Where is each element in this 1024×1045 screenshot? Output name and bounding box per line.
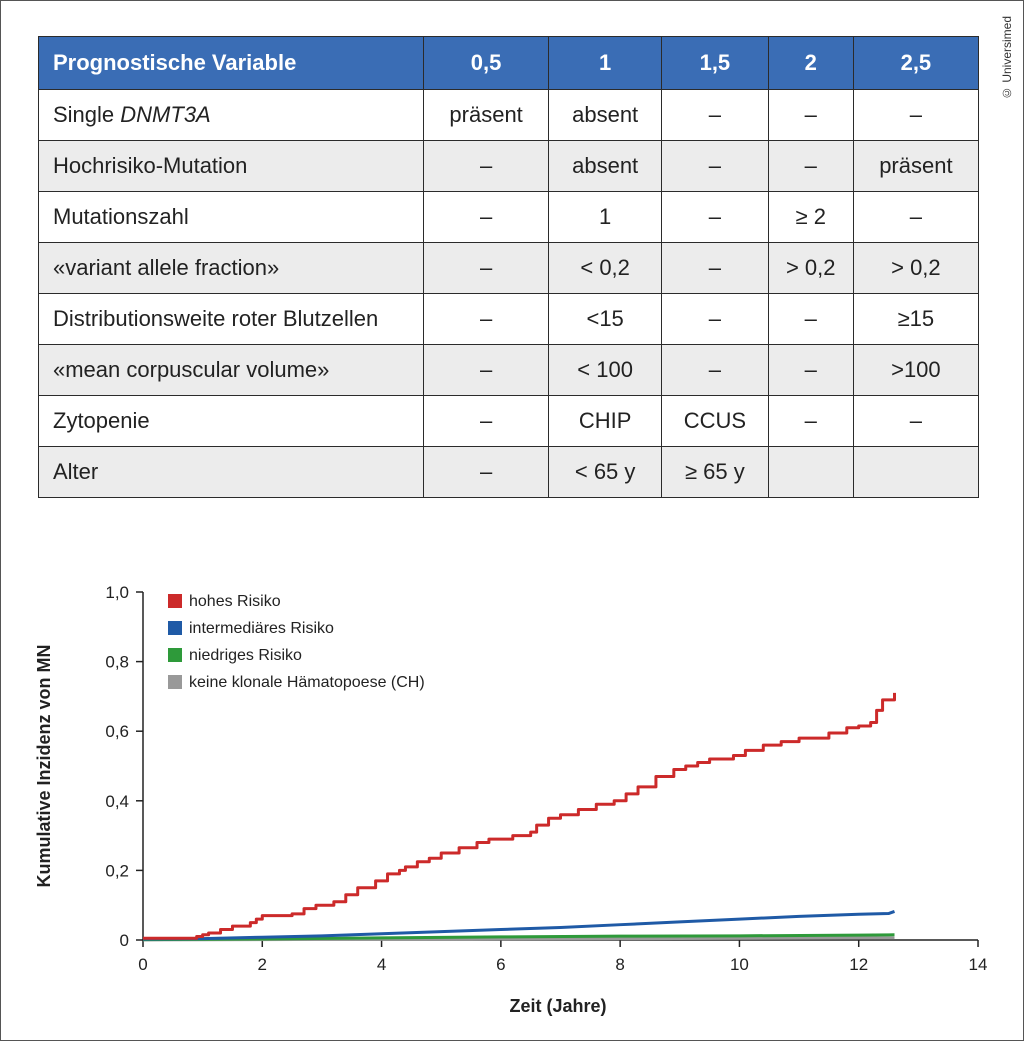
header-score: 2 (767, 36, 854, 90)
table-cell: präsent (852, 140, 980, 192)
axes (142, 592, 978, 941)
table-row: Zytopenie – CHIP CCUS – – (38, 395, 980, 447)
row-label: Single DNMT3A (38, 89, 424, 141)
table-cell: – (422, 140, 550, 192)
y-axis-label: Kumulative Inzidenz von MN (34, 644, 54, 887)
header-score: 1 (548, 36, 663, 90)
y-tick-label: 0,2 (105, 861, 129, 880)
y-tick-label: 0,6 (105, 722, 129, 741)
table-cell: ≥15 (852, 293, 980, 345)
legend-swatch (168, 648, 182, 662)
table-cell: – (661, 191, 769, 243)
legend-label: hohes Risiko (189, 593, 281, 610)
series-line (142, 910, 895, 941)
table-cell: – (422, 446, 550, 498)
table-cell: <15 (548, 293, 663, 345)
table-cell: ≥ 2 (767, 191, 854, 243)
legend: hohes Risiko intermediäres Risiko niedrige… (168, 593, 425, 691)
table-cell: < 100 (548, 344, 663, 396)
prognostic-score-table: Prognostische Variable 0,5 1 1,5 2 2,5 S… (38, 36, 980, 498)
table-cell: > 0,2 (852, 242, 980, 294)
table-cell: – (852, 191, 980, 243)
header-score: 2,5 (852, 36, 980, 90)
table-cell: 1 (548, 191, 663, 243)
legend-swatch (168, 621, 182, 635)
table-cell: – (767, 293, 854, 345)
table-row: Alter – < 65 y ≥ 65 y (38, 446, 980, 498)
x-tick-label: 14 (969, 955, 988, 974)
table-cell: – (767, 344, 854, 396)
table-cell: CCUS (661, 395, 769, 447)
x-tick-label: 6 (496, 955, 505, 974)
y-tick-label: 0,8 (105, 653, 129, 672)
table-cell: – (767, 140, 854, 192)
x-tick-label: 4 (377, 955, 386, 974)
y-tick-label: 1,0 (105, 583, 129, 602)
row-label: Alter (38, 446, 424, 498)
table-cell: – (422, 344, 550, 396)
series-line (143, 692, 896, 940)
table-cell: absent (548, 89, 663, 141)
table-header-row: Prognostische Variable 0,5 1 1,5 2 2,5 (38, 36, 980, 90)
table-row: «mean corpuscular volume» – < 100 – – >1… (38, 344, 980, 396)
table-cell: – (661, 89, 769, 141)
row-label: «variant allele fraction» (38, 242, 424, 294)
x-tick-label: 8 (615, 955, 624, 974)
table-cell: < 65 y (548, 446, 663, 498)
table-cell: > 0,2 (767, 242, 854, 294)
table-cell: absent (548, 140, 663, 192)
table-row: «variant allele fraction» – < 0,2 – > 0,… (38, 242, 980, 294)
table-cell: präsent (422, 89, 550, 141)
y-tick-label: 0 (120, 931, 129, 950)
table-cell: – (852, 395, 980, 447)
x-tick-label: 12 (849, 955, 868, 974)
table-cell (852, 446, 980, 498)
table-cell: ≥ 65 y (661, 446, 769, 498)
table-cell: – (422, 293, 550, 345)
table-cell: >100 (852, 344, 980, 396)
row-label: Zytopenie (38, 395, 424, 447)
legend-swatch (168, 594, 182, 608)
table-row: Single DNMT3A präsent absent – – – (38, 89, 980, 141)
legend-label: keine klonale Hämatopoese (CH) (189, 674, 425, 691)
table-cell: – (661, 344, 769, 396)
table-cell: – (422, 242, 550, 294)
x-tick-label: 10 (730, 955, 749, 974)
row-label: Mutationszahl (38, 191, 424, 243)
header-score: 0,5 (422, 36, 550, 90)
chart-svg: 0 2 4 6 8 10 12 14 0 0,2 0,4 0,6 0,8 1,0 hohes Risiko… (34, 583, 987, 1016)
legend-label: intermediäres Risiko (189, 620, 334, 637)
legend-swatch (168, 675, 182, 689)
table-cell: – (661, 293, 769, 345)
table-row: Mutationszahl – 1 – ≥ 2 – (38, 191, 980, 243)
row-label: Distributionsweite roter Blutzellen (38, 293, 424, 345)
series-lines (142, 692, 896, 942)
table-cell: – (661, 140, 769, 192)
header-score: 1,5 (661, 36, 769, 90)
header-variable: Prognostische Variable (38, 36, 424, 90)
y-tick-label: 0,4 (105, 792, 129, 811)
x-axis-label: Zeit (Jahre) (509, 996, 606, 1016)
legend-label: niedriges Risiko (189, 647, 302, 664)
table-cell: < 0,2 (548, 242, 663, 294)
table-cell: – (661, 242, 769, 294)
table-row: Hochrisiko-Mutation – absent – – präsent (38, 140, 980, 192)
table-cell: – (767, 89, 854, 141)
table-cell: – (852, 89, 980, 141)
table-cell: CHIP (548, 395, 663, 447)
table-cell: – (422, 191, 550, 243)
table-cell (767, 446, 854, 498)
x-tick-label: 0 (138, 955, 147, 974)
incidence-chart: 0 2 4 6 8 10 12 14 0 0,2 0,4 0,6 0,8 1,0 hohes Risiko… (0, 560, 1024, 1040)
table-cell: – (767, 395, 854, 447)
copyright-credit: © Universimed (1000, 15, 1014, 100)
row-label: Hochrisiko-Mutation (38, 140, 424, 192)
series-line (142, 933, 895, 942)
table-cell: – (422, 395, 550, 447)
row-label: «mean corpuscular volume» (38, 344, 424, 396)
ticks: 0 2 4 6 8 10 12 14 0 0,2 0,4 0,6 0,8 1,0 (105, 583, 987, 974)
table-row: Distributionsweite roter Blutzellen – <1… (38, 293, 980, 345)
x-tick-label: 2 (258, 955, 267, 974)
